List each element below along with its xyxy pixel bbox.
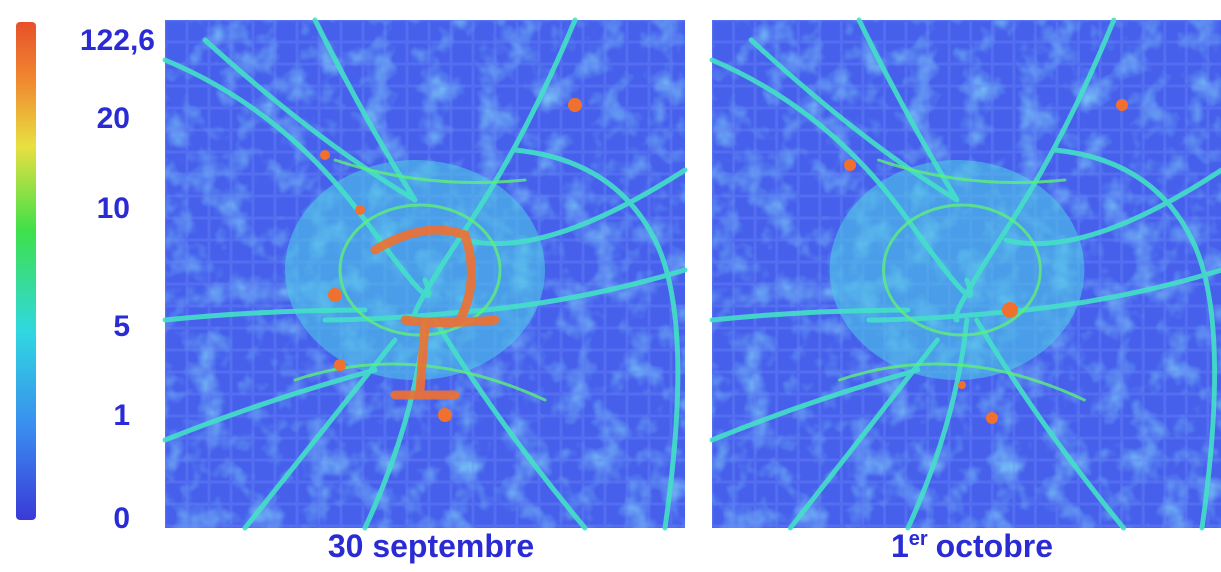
legend-label: 5 bbox=[113, 310, 130, 343]
map-30-septembre bbox=[165, 20, 685, 528]
caption: 30 septembre bbox=[328, 528, 534, 564]
caption-rest: octobre bbox=[936, 528, 1053, 564]
caption-suffix: er bbox=[909, 528, 928, 550]
legend-label: 20 bbox=[97, 102, 130, 135]
map-1er-octobre bbox=[712, 20, 1221, 528]
legend-label: 1 bbox=[113, 399, 130, 432]
page: 122,62010510 30 septembre 1eroctobre (()… bbox=[0, 0, 1221, 572]
caption-number: 1 bbox=[891, 528, 909, 564]
caption: 1er octobre bbox=[891, 528, 1053, 564]
legend-label: 122,6 bbox=[80, 24, 155, 57]
figure: 122,62010510 30 septembre 1eroctobre bbox=[0, 0, 1221, 572]
legend-label: 10 bbox=[97, 192, 130, 225]
legend-label: 0 bbox=[113, 502, 130, 535]
color-scale bbox=[16, 22, 36, 520]
